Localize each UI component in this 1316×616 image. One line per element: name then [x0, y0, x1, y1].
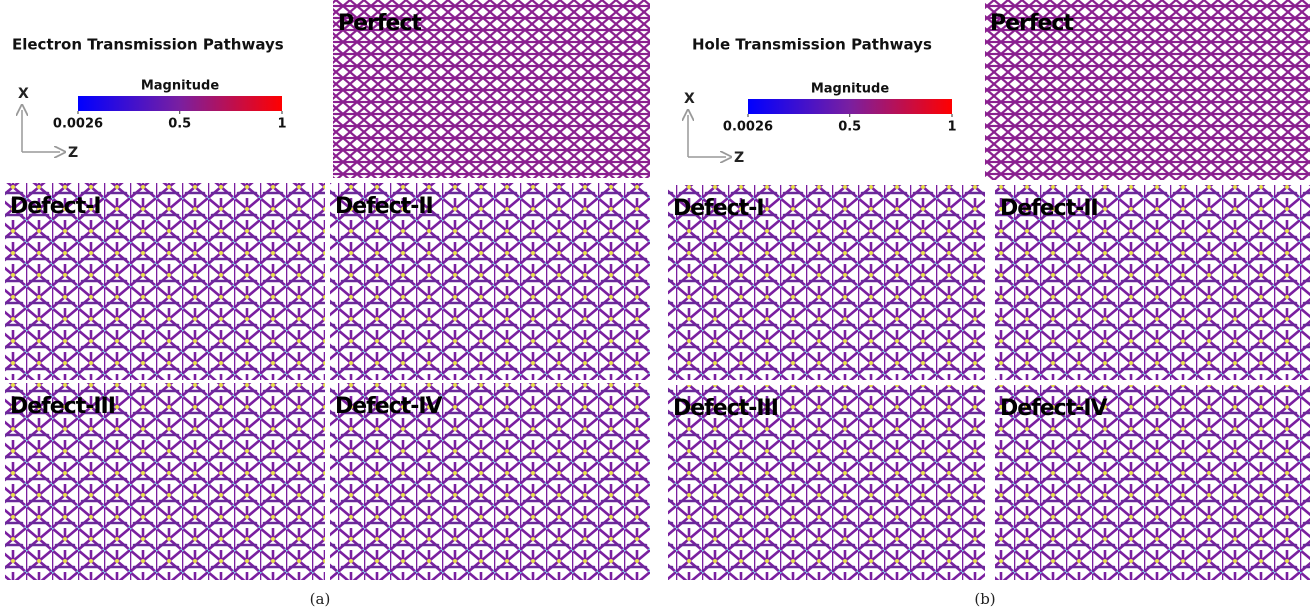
axis-label: Z [68, 145, 78, 161]
structure-label: Defect-IV [335, 394, 443, 419]
structure-label: Perfect [990, 11, 1074, 36]
caption: (b) [974, 590, 995, 608]
colorbar-label: Magnitude [141, 79, 220, 94]
axis-label: X [684, 91, 695, 107]
caption: (a) [310, 590, 331, 608]
colorbar [748, 99, 952, 114]
colorbar [78, 96, 282, 111]
colorbar-tick-label: 0.5 [168, 117, 191, 132]
structure-label: Defect-III [10, 394, 115, 419]
structure-label: Defect-I [673, 196, 764, 221]
structure-label: Perfect [338, 11, 422, 36]
colorbar-tick-label: 0.0026 [53, 117, 103, 132]
colorbar-tick-label: 0.0026 [723, 120, 773, 135]
structure-label: Defect-IV [1000, 396, 1108, 421]
panel-title: Hole Transmission Pathways [692, 36, 932, 54]
structure-label: Defect-II [335, 194, 433, 219]
colorbar-label: Magnitude [811, 82, 890, 97]
structure-label: Defect-II [1000, 196, 1098, 221]
colorbar-tick-label: 0.5 [838, 120, 861, 135]
axis-label: X [18, 86, 29, 102]
panel-title: Electron Transmission Pathways [12, 36, 284, 54]
colorbar-tick-label: 1 [947, 120, 956, 135]
axis-label: Z [734, 150, 744, 166]
structure-label: Defect-III [673, 396, 778, 421]
colorbar-tick-label: 1 [277, 117, 286, 132]
structure-label: Defect-I [10, 194, 101, 219]
figure: Electron Transmission Pathways Magnitude 0… [0, 0, 1316, 616]
